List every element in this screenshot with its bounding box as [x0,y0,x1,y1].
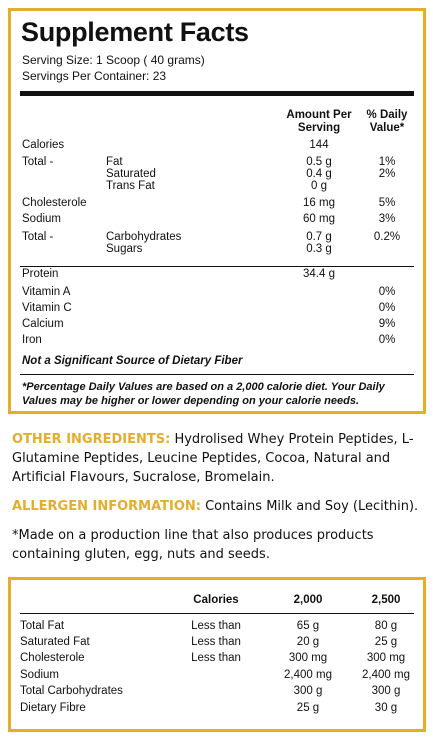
nutrient-daily-value: 1% [378,156,396,168]
ref-value-2500: 30 g [374,702,398,714]
allergen-text: Contains Milk and Soy (Lecithin). [200,499,419,514]
nutrient-subname: Trans Fat [106,180,155,192]
daily-value-header-line1: % Daily [366,109,408,121]
allergen-label: ALLERGEN INFORMATION: [12,499,201,514]
ref-nutrient-name: Total Carbohydrates [20,685,123,697]
nutrient-daily-value: 9% [378,318,396,330]
ref-value-2000: 300 g [293,685,323,697]
nutrient-daily-value: 5% [378,197,396,209]
ref-nutrient-name: Dietary Fibre [20,702,86,714]
nutrient-daily-value: 3% [378,213,396,225]
ref-header-2000: 2,000 [293,594,323,606]
supplement-facts-title: Supplement Facts [21,17,249,47]
ref-value-2000: 300 mg [288,652,328,664]
ref-value-2000: 25 g [296,702,320,714]
allergen-information: ALLERGEN INFORMATION: Contains Milk and … [12,497,422,516]
divider [20,374,414,375]
amount-per-header-line2: Serving [297,122,341,134]
thick-divider [20,91,414,96]
nutrient-amount: 0.5 g [306,156,332,168]
nutrient-amount: 0.4 g [306,168,332,180]
ref-qualifier: Less than [191,652,241,664]
nutrient-amount: 144 [309,139,329,151]
production-line-note: *Made on a production line that also pro… [12,528,374,562]
other-ingredients-label: OTHER INGREDIENTS: [12,432,171,447]
divider [20,613,414,614]
daily-value-footnote: *Percentage Daily Values are based on a … [22,381,385,408]
nutrient-name: Total - [22,231,54,243]
not-significant-source: Not a Significant Source of Dietary Fibe… [22,355,243,367]
supplement-facts-panel: Supplement Facts Serving Size: 1 Scoop (… [8,8,426,414]
nutrient-amount: 0 g [311,180,327,192]
ref-nutrient-name: Cholesterole [20,652,85,664]
nutrient-amount: 0.3 g [306,243,332,255]
ref-qualifier: Less than [191,620,241,632]
nutrient-amount: 60 mg [303,213,335,225]
daily-value-reference-table: Calories 2,000 2,500 Total Fat Less than 6… [8,577,426,732]
nutrient-daily-value: 2% [378,168,396,180]
nutrient-name: Total - [22,156,54,168]
nutrient-name: Iron [22,334,42,346]
amount-per-header-line1: Amount Per [286,109,352,121]
daily-value-header-line2: Value* [369,122,405,134]
other-ingredients: OTHER INGREDIENTS: Hydrolised Whey Prote… [12,430,422,487]
nutrient-name: Cholesterole [22,197,87,209]
nutrient-amount: 0.7 g [306,231,332,243]
nutrient-name: Calories [22,139,65,151]
ref-value-2000: 2,400 mg [284,669,332,681]
ref-value-2500: 2,400 mg [362,669,410,681]
nutrient-amount: 34.4 g [303,268,335,280]
nutrient-subname: Sugars [106,243,143,255]
nutrient-amount: 16 mg [303,197,335,209]
nutrient-subname: Fat [106,156,123,168]
serving-size: Serving Size: 1 Scoop ( 40 grams) [22,53,205,67]
divider [20,266,414,267]
ref-value-2500: 25 g [374,636,398,648]
nutrient-daily-value: 0% [378,334,396,346]
nutrient-name: Vitamin C [22,302,72,314]
ref-value-2000: 20 g [296,636,320,648]
ref-nutrient-name: Sodium [20,669,59,681]
nutrient-name: Sodium [22,213,61,225]
other-ingredients-text: Hydrolised Whey Protein Peptides, L-Glut… [12,432,414,485]
ref-qualifier: Less than [191,636,241,648]
nutrient-subname: Saturated [106,168,156,180]
ref-nutrient-name: Saturated Fat [20,636,90,648]
ref-value-2500: 80 g [374,620,398,632]
nutrient-name: Vitamin A [22,286,71,298]
nutrient-daily-value: 0% [378,286,396,298]
ref-header-2500: 2,500 [371,594,401,606]
servings-per-container: Servings Per Container: 23 [22,69,167,83]
ref-value-2500: 300 g [371,685,401,697]
ref-value-2000: 65 g [296,620,320,632]
nutrient-daily-value: 0.2% [373,231,401,243]
nutrient-name: Calcium [22,318,64,330]
ref-nutrient-name: Total Fat [20,620,65,632]
nutrient-daily-value: 0% [378,302,396,314]
nutrient-name: Protein [22,268,59,280]
ref-value-2500: 300 mg [366,652,406,664]
nutrient-subname: Carbohydrates [106,231,182,243]
ref-header-calories: Calories [193,594,239,606]
